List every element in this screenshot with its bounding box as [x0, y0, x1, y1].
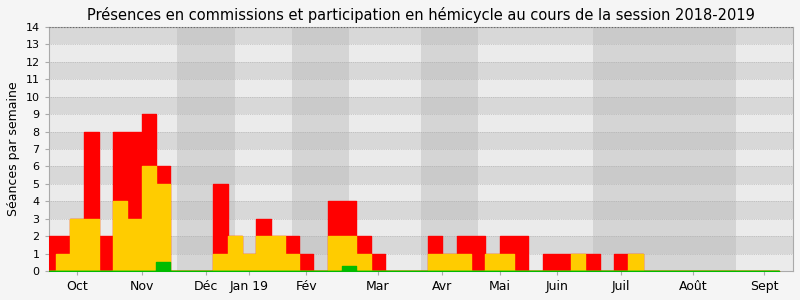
- Bar: [178, 27, 234, 271]
- Bar: [49, 236, 793, 254]
- Title: Présences en commissions et participation en hémicycle au cours de la session 20: Présences en commissions et participatio…: [87, 7, 754, 23]
- Bar: [421, 27, 478, 271]
- Bar: [49, 149, 793, 166]
- Bar: [664, 27, 736, 271]
- Bar: [49, 167, 793, 184]
- Bar: [593, 27, 664, 271]
- Bar: [49, 201, 793, 219]
- Bar: [49, 62, 793, 79]
- Bar: [49, 114, 793, 131]
- Bar: [49, 27, 793, 44]
- Bar: [49, 254, 793, 271]
- Bar: [49, 79, 793, 97]
- Bar: [49, 219, 793, 236]
- Y-axis label: Séances par semaine: Séances par semaine: [7, 82, 20, 216]
- Bar: [49, 44, 793, 62]
- Bar: [49, 131, 793, 149]
- Bar: [49, 184, 793, 201]
- Bar: [49, 97, 793, 114]
- Bar: [292, 27, 350, 271]
